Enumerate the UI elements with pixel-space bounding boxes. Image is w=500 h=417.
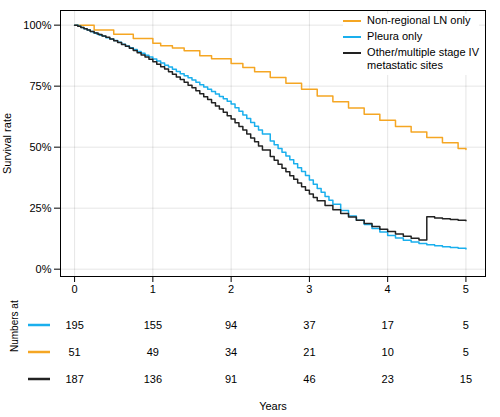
svg-text:5: 5 [463,319,469,331]
svg-text:17: 17 [382,319,394,331]
html-text:Other/multiple stage IV metast: Other/multiple stage IV metastatic sites [367,46,479,71]
svg-text:91: 91 [225,373,237,385]
svg-text:Survival rate: Survival rate [1,113,13,174]
svg-text:50%: 50% [29,141,51,153]
html-text:Non-regional LN only: Non-regional LN only [367,14,471,26]
svg-text:136: 136 [144,373,162,385]
svg-text:155: 155 [144,319,162,331]
svg-text:49: 49 [147,346,159,358]
svg-text:94: 94 [225,319,237,331]
svg-text:37: 37 [303,319,315,331]
svg-text:4: 4 [385,283,391,295]
svg-text:15: 15 [460,373,472,385]
svg-text:23: 23 [382,373,394,385]
html-text:Pleura only: Pleura only [367,30,423,42]
svg-text:0%: 0% [36,263,52,275]
svg-text:34: 34 [225,346,237,358]
svg-text:75%: 75% [29,80,51,92]
svg-text:195: 195 [65,319,83,331]
svg-text:5: 5 [463,346,469,358]
svg-text:187: 187 [65,373,83,385]
svg-text:0: 0 [72,283,78,295]
svg-text:25%: 25% [29,202,51,214]
svg-text:100%: 100% [23,19,51,31]
svg-text:1: 1 [150,283,156,295]
svg-text:Numbers at risk: Numbers at risk [9,300,20,352]
svg-text:51: 51 [68,346,80,358]
svg-text:2: 2 [228,283,234,295]
svg-text:10: 10 [382,346,394,358]
svg-text:46: 46 [303,373,315,385]
svg-text:Years: Years [259,400,287,412]
svg-text:5: 5 [463,283,469,295]
svg-text:21: 21 [303,346,315,358]
svg-text:3: 3 [306,283,312,295]
